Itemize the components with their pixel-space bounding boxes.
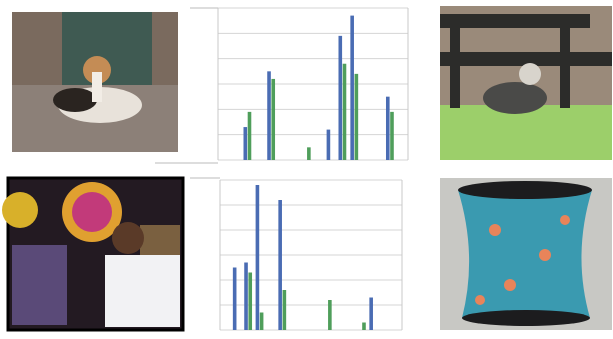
bar [271,78,276,160]
bar [278,200,282,330]
bar [326,129,331,160]
bar [255,185,260,330]
photo-dog-door [12,12,178,152]
photo-dog-table [440,6,612,160]
bar [342,63,347,160]
bar [282,290,287,330]
bar [247,111,252,160]
bar [369,297,373,330]
bar [338,35,343,160]
photo-vase [440,178,612,330]
bar [244,262,248,330]
bar [267,71,271,160]
bar [232,267,237,330]
bar [362,322,366,330]
bar [328,300,332,330]
bar [259,312,264,330]
bar [243,127,248,160]
bar [385,96,390,160]
bar [350,15,354,160]
bar [307,147,311,160]
bar [354,73,359,160]
bar [248,272,253,330]
bar [390,111,394,160]
photo-casino [2,176,185,332]
